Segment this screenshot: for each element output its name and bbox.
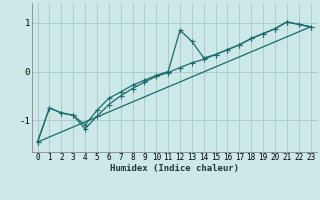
X-axis label: Humidex (Indice chaleur): Humidex (Indice chaleur) bbox=[109, 164, 239, 173]
